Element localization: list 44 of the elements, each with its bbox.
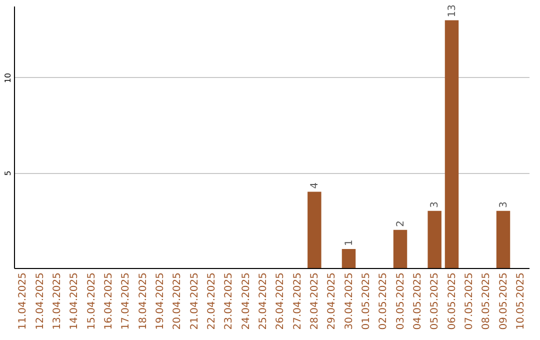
x-tick-label: 24.04.2025: [240, 272, 252, 330]
data-label: 1: [344, 240, 355, 246]
bar: [444, 20, 459, 268]
x-tick-label: 12.04.2025: [34, 272, 46, 330]
x-tick-label: 11.04.2025: [18, 272, 29, 330]
x-tick-label: 22.04.2025: [206, 272, 218, 330]
y-tick-label: 5: [4, 170, 12, 176]
bar: [393, 230, 408, 268]
x-tick-label: 27.04.2025: [292, 272, 304, 330]
x-tick-label: 07.05.2025: [464, 272, 475, 330]
x-tick-label: 23.04.2025: [224, 272, 235, 330]
x-tick-label: 16.04.2025: [103, 272, 114, 330]
x-tick-label: 17.04.2025: [120, 272, 132, 330]
data-label: 3: [498, 201, 510, 208]
x-tick-label: 21.04.2025: [189, 272, 200, 330]
bar: [496, 210, 510, 268]
bar: [308, 192, 322, 268]
x-tick-label: 10.05.2025: [515, 272, 526, 330]
x-tick-label: 05.05.2025: [430, 272, 441, 330]
bar: [342, 248, 356, 268]
x-tick-label: 08.05.2025: [481, 272, 492, 330]
x-tick-label: 29.04.2025: [326, 272, 338, 330]
x-tick-label: 13.04.2025: [52, 272, 63, 330]
x-tick-label: 02.05.2025: [378, 272, 390, 330]
x-tick-label: 04.05.2025: [412, 272, 424, 330]
x-tick-label: 14.04.2025: [69, 272, 80, 330]
x-tick-label: 25.04.2025: [258, 272, 269, 330]
x-tick-label: 30.04.2025: [344, 272, 355, 330]
bar: [428, 210, 442, 268]
data-label: 4: [309, 182, 320, 189]
x-tick-label: 18.04.2025: [138, 272, 149, 330]
x-tick-label: 09.05.2025: [498, 272, 510, 330]
x-tick-label: 01.05.2025: [360, 272, 372, 330]
x-tick-label: 20.04.2025: [172, 272, 184, 330]
data-label: 13: [446, 4, 458, 18]
y-tick-label: 10: [4, 72, 12, 84]
x-tick-label: 26.04.2025: [275, 272, 286, 330]
data-label: 2: [395, 220, 406, 227]
data-label: 3: [430, 201, 441, 208]
x-tick-label: 06.05.2025: [446, 272, 458, 330]
x-tick-label: 19.04.2025: [154, 272, 166, 330]
x-tick-label: 15.04.2025: [86, 272, 98, 330]
x-tick-label: 03.05.2025: [395, 272, 406, 330]
x-tick-label: 28.04.2025: [309, 272, 320, 330]
